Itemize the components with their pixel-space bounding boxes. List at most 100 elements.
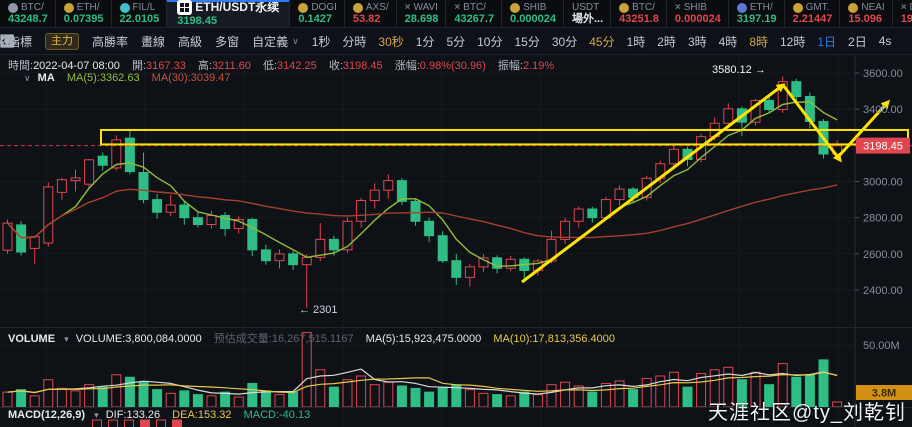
candle <box>396 177 407 206</box>
timeframe-2時[interactable]: 2時 <box>657 34 676 49</box>
ticker-value: 0.07395 <box>63 13 104 25</box>
ticker-value: 19.927 <box>900 13 912 25</box>
timeframe-2日[interactable]: 2日 <box>848 34 867 49</box>
macd-value: MACD:-40.13 <box>243 409 311 421</box>
price-axis-label: 3600.00 <box>863 68 903 80</box>
ticker-value: 場外... <box>571 13 604 25</box>
volume-bar <box>179 390 190 407</box>
ma-title: MA <box>37 72 55 84</box>
ticker-item[interactable]: DOGI 0.1427 <box>289 0 344 27</box>
timeframe-5分[interactable]: 5分 <box>446 34 466 49</box>
timeframe-15分[interactable]: 15分 <box>514 34 540 49</box>
volume-bar <box>274 394 285 407</box>
volume-dropdown-icon[interactable]: ▾ <box>64 334 69 344</box>
ticker-item[interactable]: ×DOT/ 19.927 <box>891 0 912 27</box>
candle <box>383 174 394 199</box>
timeframe-3時[interactable]: 3時 <box>687 34 707 49</box>
amplitude-label: 振幅: <box>497 60 523 72</box>
tool-custom[interactable]: 自定義 ∨ <box>252 33 299 50</box>
ticker-item[interactable]: ETH/ 3197.19 <box>727 0 784 27</box>
ticker-item[interactable]: × SHIB 0.000024 <box>665 0 728 27</box>
ticker-item[interactable]: FIL/L 22.0105 <box>110 0 167 27</box>
ticker-item[interactable]: AXS/ 53.82 <box>343 0 396 27</box>
timeframe-45分[interactable]: 45分 <box>589 34 615 49</box>
ticker-item[interactable]: × BTC/ 43267.7 <box>445 0 501 27</box>
macd-histogram-bar <box>108 419 118 427</box>
candle <box>451 253 462 285</box>
volume-ma5-line <box>7 368 838 395</box>
last-volume-badge-text: 3.8M <box>872 388 896 400</box>
candle <box>587 206 598 223</box>
timeframe-12時[interactable]: 12時 <box>780 34 806 49</box>
volume-bar <box>315 369 326 407</box>
candle-body <box>111 139 122 169</box>
volume-ma5: MA(5):15,923,475.0000 <box>365 333 482 345</box>
ticker-item[interactable]: BTC/ 43251.8 <box>610 0 666 27</box>
macd-pane[interactable] <box>0 407 912 427</box>
volume-bar <box>97 386 108 407</box>
macd-background <box>0 407 912 427</box>
volume-bar <box>723 366 734 407</box>
volume-bar <box>505 395 516 407</box>
timeframe-8時[interactable]: 8時 <box>749 34 768 49</box>
candle-body <box>437 235 448 262</box>
tool-multiwin[interactable]: 多窗 <box>0 33 239 50</box>
chevron-down-icon: ∨ <box>292 35 299 46</box>
current-price-badge <box>856 137 910 154</box>
ticker-item[interactable]: × WAVI 28.698 <box>395 0 446 27</box>
chart-toolbar: 指標 主力 高勝率 畫線 高級 多窗 自定義 ∨ 1秒 分時 30秒 1分 5分 10分 15分 30分 45… <box>0 28 912 55</box>
candle <box>777 76 788 113</box>
ticker-name: NEAI <box>861 2 885 13</box>
candle <box>764 97 775 113</box>
timeframe-30秒[interactable]: 30秒 <box>378 34 404 49</box>
ma5-line <box>6 101 838 267</box>
macd-dropdown-icon[interactable]: ▾ <box>94 410 99 420</box>
tool-pencil[interactable]: 畫線 <box>1 33 165 50</box>
timeframe-1秒[interactable]: 1秒 <box>311 34 331 49</box>
ticker-value: 28.698 <box>404 13 439 25</box>
timeframe-10分[interactable]: 10分 <box>477 34 503 49</box>
volume-bar <box>560 381 571 407</box>
candle-body <box>70 177 81 182</box>
candle-body <box>791 81 802 98</box>
timeframe-4時[interactable]: 4時 <box>718 34 738 49</box>
timeframe-1日[interactable]: 1日 <box>817 34 837 49</box>
candle-body <box>777 81 788 111</box>
ticker-name: DOT/ <box>910 2 912 13</box>
ma30-value: MA(30):3039.47 <box>151 72 231 84</box>
volume-bar <box>655 375 666 407</box>
tool-advanced[interactable]: 高級 <box>0 33 202 50</box>
volume-bar <box>546 384 557 407</box>
coin-icon <box>736 2 747 13</box>
open-label: 開: <box>131 60 147 72</box>
timeframe-4s[interactable]: 4s <box>878 34 892 48</box>
volume-bar <box>70 390 81 407</box>
ticker-item[interactable]: BTC/ 43248.7 <box>0 0 55 27</box>
collapse-chevron-icon[interactable]: ∨ <box>24 73 31 83</box>
timeframe-1時[interactable]: 1時 <box>626 34 646 49</box>
ticker-item[interactable]: ETH/ 0.07395 <box>54 0 111 27</box>
ticker-item[interactable]: USDT 場外... <box>562 0 610 27</box>
ticker-item[interactable]: NEAI 15.096 <box>839 0 891 27</box>
volume-ma10: MA(10):17,813,356.4000 <box>493 333 616 345</box>
macd-dea: DEA:153.32 <box>172 409 232 421</box>
main-force-badge[interactable]: 主力 <box>45 32 80 50</box>
ticker-name: GMT. <box>805 2 830 13</box>
timeframe-分時[interactable]: 分時 <box>342 34 367 49</box>
ticker-item[interactable]: GMT. 2.21447 <box>783 0 840 27</box>
ohlc-info-row: 時間:2022-04-07 08:00 開:3167.33 高:3211.60 … <box>8 57 563 73</box>
candle-body <box>97 155 108 166</box>
timeframe-30分[interactable]: 30分 <box>551 34 578 49</box>
volume-info-row: VOLUME ▾ VOLUME:3,800,084.0000 预估成交量:16,… <box>8 330 624 346</box>
volume-pane[interactable]: 50.00M 3.8M <box>0 327 912 407</box>
candle <box>179 201 190 225</box>
volume-bar <box>573 385 584 407</box>
ticker-name: BTC/ <box>21 2 44 13</box>
candle-body <box>750 99 761 123</box>
ticker-item-active[interactable]: ETH/USDT永续 3198.45 <box>166 0 290 27</box>
tool-target[interactable]: 高勝率 <box>1 33 129 50</box>
ticker-item[interactable]: SHIB 0.000024 <box>501 0 563 27</box>
main-price-chart[interactable]: 3600.00 3400.00 3000.00 2800.00 2600.00 2400.… <box>0 55 912 327</box>
timeframe-1分[interactable]: 1分 <box>415 34 435 49</box>
tool-label: 高勝率 <box>92 34 129 49</box>
